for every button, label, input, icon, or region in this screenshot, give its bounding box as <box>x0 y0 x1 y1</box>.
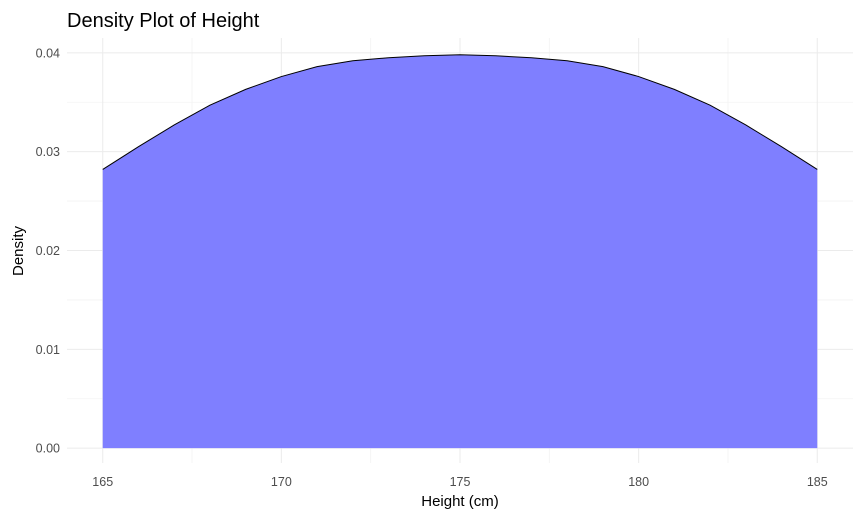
density-outline <box>102 54 818 170</box>
x-tick-label: 165 <box>92 475 113 489</box>
chart-title: Density Plot of Height <box>67 10 260 32</box>
y-tick-label: 0.00 <box>36 442 60 456</box>
y-axis-label: Density <box>10 225 27 276</box>
x-axis-label: Height (cm) <box>421 493 499 510</box>
y-tick-label: 0.03 <box>36 145 60 159</box>
density-area <box>102 54 818 449</box>
x-tick-label: 175 <box>450 475 471 489</box>
area-layer <box>102 54 818 449</box>
y-tick-label: 0.01 <box>36 343 60 357</box>
x-tick-label: 185 <box>807 475 828 489</box>
x-tick-labels: 165 170 175 180 185 <box>92 475 827 489</box>
y-tick-label: 0.04 <box>36 46 60 60</box>
x-tick-label: 170 <box>271 475 292 489</box>
x-tick-label: 180 <box>628 475 649 489</box>
y-tick-labels: 0.00 0.01 0.02 0.03 0.04 <box>36 46 60 455</box>
y-tick-label: 0.02 <box>36 244 60 258</box>
